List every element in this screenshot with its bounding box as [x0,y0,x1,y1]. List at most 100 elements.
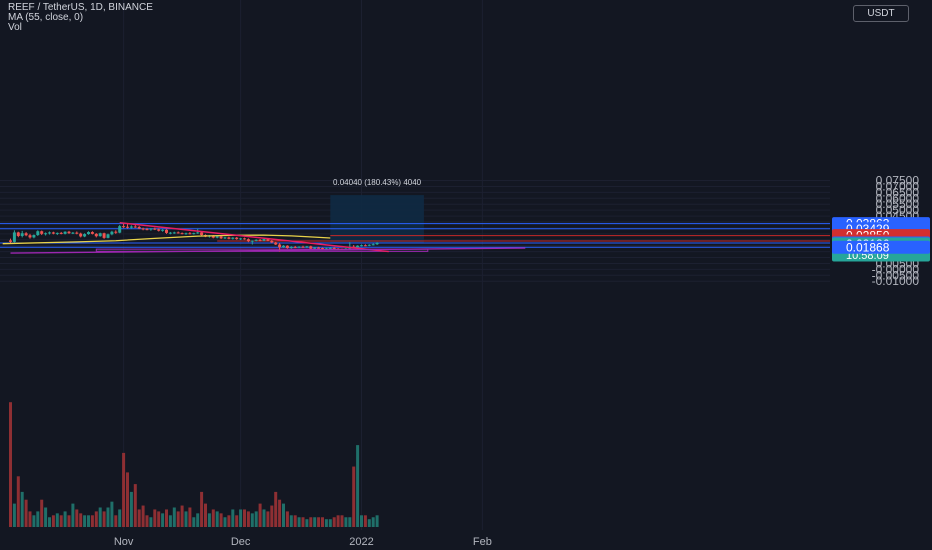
candle-body [219,236,223,239]
legend-symbol[interactable]: REEF / TetherUS, 1D, BINANCE [8,2,153,13]
candle-body [332,247,336,249]
volume-bar [352,466,356,527]
candle-body [149,228,153,230]
candle-body [118,226,122,233]
moving-average [2,234,331,245]
candle-body [282,245,285,248]
candle-body [44,233,48,235]
candle-body [20,233,24,236]
candle-body [12,232,16,242]
price-tick-label: 0.05000 [876,203,920,217]
volume-bar [301,517,305,527]
volume-bar [375,515,379,527]
candle-body [145,229,149,231]
volume-bar [79,513,83,527]
candle-body [63,231,67,234]
volume-bar [262,509,266,527]
candle-body [79,233,83,237]
legend-volume[interactable]: Vol [8,22,22,33]
candle-body [192,233,196,235]
candle-body [285,245,289,249]
currency-button[interactable]: USDT [853,5,909,22]
volume-bar [51,515,55,527]
volume-bar [118,509,122,527]
candle-body [254,239,258,241]
candle-body [24,233,28,236]
volume-bar [24,499,28,527]
candle-body [176,232,180,234]
volume-bar [188,507,192,527]
candle-body [141,228,145,230]
candle-body [289,246,293,249]
candle-body [90,232,94,234]
time-tick-label: Feb [473,536,492,548]
volume-bar [161,513,165,527]
volume-bar [102,511,106,527]
volume-bar [344,517,348,527]
candle-body [157,229,161,231]
volume-bar [332,517,336,527]
price-label-text: 0.01868 [846,240,890,254]
time-tick-label: Nov [114,536,134,548]
candle-body [321,248,324,250]
candle-body [188,233,192,235]
legend-ma[interactable]: MA (55, close, 0) [8,12,84,23]
candle-body [165,229,168,233]
candle-body [75,232,79,234]
volume-bar [172,507,176,527]
time-axis-bg [0,531,932,550]
candle-body [36,231,40,236]
candle-body [371,244,375,246]
volume-bar [270,505,274,527]
candle-body [9,240,12,242]
volume-bar [98,507,102,527]
volume-bar [48,517,51,527]
price-axis-bg [830,0,932,550]
volume-bar [40,499,44,527]
chart-legend: REEF / TetherUS, 1D, BINANCE MA (55, clo… [8,3,153,33]
candle-body [133,226,137,228]
candle-body [129,226,133,228]
candle-body [16,232,20,236]
candle-body [161,229,165,231]
candle-body [293,246,297,248]
volume-bar [28,511,32,527]
price-labels: 0.038630.034290.028500.024000.022270.021… [832,217,930,262]
price-tick-label: -0.01000 [872,274,920,288]
volume-bar [239,509,243,527]
volume-bar [324,519,328,527]
volume-bar [282,503,285,527]
candle-body [235,237,239,240]
trendline-resistance [119,222,389,253]
volume-bar [293,515,297,527]
volume-bar [87,515,90,527]
candle-body [250,240,254,242]
volume-bar [254,511,258,527]
candle-body [223,237,227,239]
candle-body [262,239,266,241]
candle-body [246,239,250,242]
candle-body [328,247,332,249]
volume-bar [243,509,246,527]
volume-bar [196,513,200,527]
volume-bar [367,519,371,527]
volume-bar [309,517,313,527]
candle-body [28,235,32,238]
volume-bar [59,515,63,527]
volume-bar [106,507,110,527]
candle-body [71,232,75,234]
volume-bar [192,517,196,527]
volume-bar [141,505,145,527]
volume-bar [340,515,344,527]
candle-body [313,247,317,249]
candle-body [102,233,106,238]
volume-bar [289,515,293,527]
volume-bar [328,519,332,527]
volume-bar [348,517,352,527]
time-tick-label: 2022 [349,536,373,548]
candle-body [211,235,215,238]
price-tick-label: 0.07000 [876,179,920,193]
candle-body [324,248,328,250]
volume-bar [200,491,204,527]
